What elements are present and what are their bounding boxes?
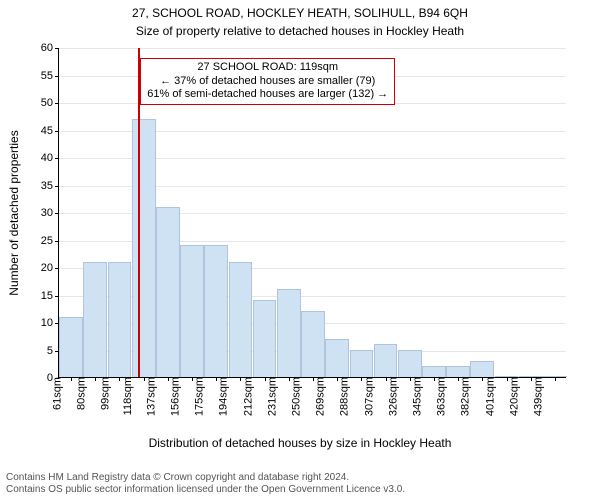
infobox-line2: ← 37% of detached houses are smaller (79… — [147, 75, 388, 89]
xtick-label: 345sqm — [405, 377, 423, 416]
xtick-label: 175sqm — [188, 377, 206, 416]
bar — [277, 289, 301, 377]
bar — [301, 311, 325, 377]
footer-line-1: Contains HM Land Registry data © Crown c… — [6, 472, 594, 484]
xtick-label: 326sqm — [381, 377, 399, 416]
xtick-label: 401sqm — [478, 377, 496, 416]
ytick-label: 40 — [41, 152, 59, 164]
xtick-label: 99sqm — [94, 377, 112, 410]
bar — [156, 207, 180, 378]
ytick-label: 45 — [41, 125, 59, 137]
bar — [398, 350, 422, 378]
ytick-label: 50 — [41, 97, 59, 109]
chart-title-sub: Size of property relative to detached ho… — [0, 24, 600, 38]
ytick-label: 35 — [41, 180, 59, 192]
y-axis-label: Number of detached properties — [7, 130, 21, 295]
gridline — [59, 48, 566, 49]
xtick-mark — [555, 377, 556, 381]
infobox-line3: 61% of semi-detached houses are larger (… — [147, 88, 388, 102]
bar — [59, 317, 83, 378]
attribution-footer: Contains HM Land Registry data © Crown c… — [0, 472, 600, 496]
xtick-label: 250sqm — [284, 377, 302, 416]
ytick-label: 10 — [41, 317, 59, 329]
xtick-label: 156sqm — [163, 377, 181, 416]
bar — [83, 262, 107, 378]
ytick-label: 30 — [41, 207, 59, 219]
xtick-label: 137sqm — [139, 377, 157, 416]
bar — [325, 339, 349, 378]
ytick-label: 20 — [41, 262, 59, 274]
xtick-label: 439sqm — [526, 377, 544, 416]
xtick-label: 382sqm — [454, 377, 472, 416]
xtick-label: 80sqm — [70, 377, 88, 410]
x-axis-label: Distribution of detached houses by size … — [149, 436, 452, 450]
ytick-label: 5 — [47, 345, 59, 357]
footer-line-2: Contains OS public sector information li… — [6, 484, 594, 496]
bar — [470, 361, 494, 378]
bar — [374, 344, 398, 377]
plot-area: 05101520253035404550556061sqm80sqm99sqm1… — [58, 48, 566, 378]
bar — [180, 245, 204, 377]
xtick-label: 269sqm — [309, 377, 327, 416]
ytick-label: 15 — [41, 290, 59, 302]
ytick-label: 60 — [41, 42, 59, 54]
xtick-label: 288sqm — [333, 377, 351, 416]
xtick-label: 194sqm — [212, 377, 230, 416]
xtick-label: 118sqm — [115, 377, 133, 415]
bar — [204, 245, 228, 377]
xtick-label: 307sqm — [357, 377, 375, 416]
bar — [422, 366, 446, 377]
chart-title-main: 27, SCHOOL ROAD, HOCKLEY HEATH, SOLIHULL… — [0, 6, 600, 20]
xtick-label: 231sqm — [260, 377, 278, 416]
bar — [350, 350, 374, 378]
bar — [132, 119, 156, 378]
xtick-label: 363sqm — [430, 377, 448, 416]
bar — [253, 300, 277, 377]
bar — [446, 366, 470, 377]
xtick-label: 420sqm — [502, 377, 520, 416]
bar — [229, 262, 253, 378]
infobox-line1: 27 SCHOOL ROAD: 119sqm — [147, 61, 388, 75]
ytick-label: 55 — [41, 70, 59, 82]
xtick-label: 212sqm — [236, 377, 254, 416]
property-info-box: 27 SCHOOL ROAD: 119sqm← 37% of detached … — [140, 58, 395, 105]
bar — [108, 262, 132, 378]
ytick-label: 25 — [41, 235, 59, 247]
xtick-label: 61sqm — [46, 377, 64, 410]
